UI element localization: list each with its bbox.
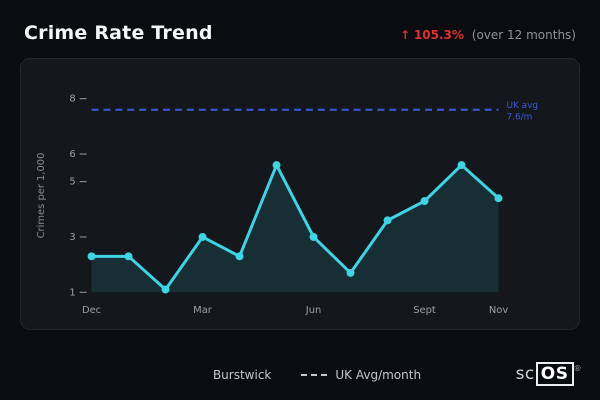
svg-text:6: 6: [69, 149, 75, 160]
legend-item-uk-avg[interactable]: UK Avg/month: [301, 368, 421, 382]
svg-text:1: 1: [69, 287, 75, 298]
chart-legend: Burstwick UK Avg/month: [0, 368, 600, 382]
svg-text:Dec: Dec: [82, 305, 101, 316]
legend-label-uk-avg: UK Avg/month: [335, 368, 422, 382]
page-title: Crime Rate Trend: [24, 22, 213, 44]
scos-logo: sc OS ®: [515, 362, 582, 386]
logo-prefix: sc: [515, 364, 535, 384]
page-header: Crime Rate Trend ↑ 105.3% (over 12 month…: [0, 0, 600, 58]
uk-avg-dashed-swatch-icon: [301, 374, 328, 376]
svg-text:8: 8: [69, 94, 75, 105]
svg-text:Nov: Nov: [489, 305, 508, 316]
logo-boxed-os: OS: [535, 362, 574, 386]
svg-text:3: 3: [69, 232, 75, 243]
change-percentage: 105.3%: [413, 28, 464, 42]
svg-text:Jun: Jun: [305, 305, 321, 316]
registered-trademark-icon: ®: [573, 364, 582, 373]
change-period: (over 12 months): [471, 28, 576, 42]
burstwick-line-swatch-icon: [179, 373, 205, 377]
legend-item-burstwick[interactable]: Burstwick: [179, 368, 271, 382]
crime-trend-chart: 1 3 5 6 8 Dec Mar Jun Sept Nov UK avg 7.6/m Crimes p…: [36, 94, 538, 316]
legend-label-burstwick: Burstwick: [212, 368, 272, 382]
svg-text:Crimes per 1,000: Crimes per 1,000: [36, 153, 47, 239]
svg-text:5: 5: [69, 177, 75, 188]
svg-text:7.6/m: 7.6/m: [506, 113, 532, 123]
svg-text:UK avg: UK avg: [506, 101, 538, 111]
change-stat: ↑ 105.3% (over 12 months): [400, 28, 576, 42]
svg-text:Sept: Sept: [413, 305, 436, 316]
trend-up-arrow-icon: ↑: [400, 28, 411, 42]
chart-card: 1 3 5 6 8 Dec Mar Jun Sept Nov UK avg 7.6/m Crimes p…: [20, 58, 580, 330]
svg-text:Mar: Mar: [193, 305, 213, 316]
